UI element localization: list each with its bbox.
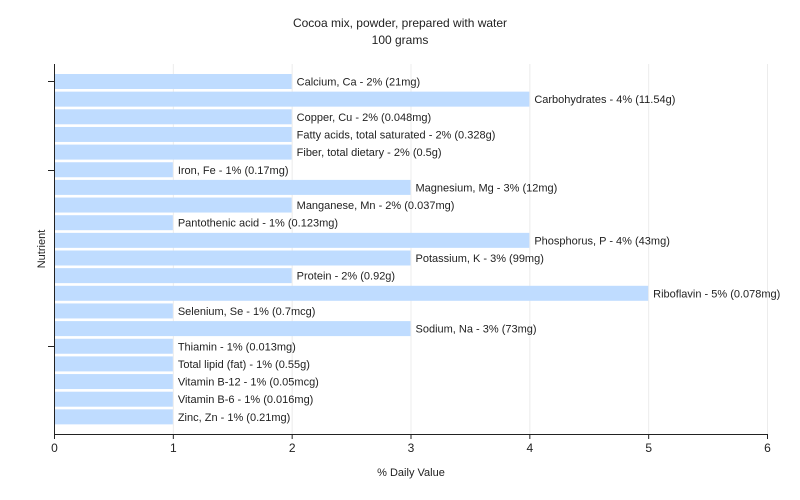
bar	[55, 356, 173, 372]
bar	[55, 374, 173, 390]
bar	[55, 91, 530, 107]
bar-data-label: Pantothenic acid - 1% (0.123mg)	[178, 218, 338, 230]
bar	[55, 197, 292, 213]
y-axis-title: Nutrient	[36, 230, 48, 269]
bar	[55, 144, 292, 160]
bar-data-label: Selenium, Se - 1% (0.7mcg)	[178, 306, 316, 318]
bar	[55, 321, 411, 337]
x-tick-label: 6	[764, 441, 771, 455]
bar	[55, 215, 173, 231]
x-tick-label: 1	[170, 441, 177, 455]
chart-subtitle: 100 grams	[372, 33, 429, 47]
bar	[55, 179, 411, 195]
grid-lines	[172, 64, 768, 434]
bar-data-label: Fiber, total dietary - 2% (0.5g)	[297, 147, 442, 159]
x-tick-label: 2	[289, 441, 296, 455]
bar-data-label: Copper, Cu - 2% (0.048mg)	[297, 112, 432, 124]
bar	[55, 74, 292, 89]
bar-data-label: Magnesium, Mg - 3% (12mg)	[416, 182, 558, 194]
x-tick-label: 0	[51, 441, 58, 455]
x-tick-label: 5	[645, 441, 652, 455]
bar	[55, 303, 173, 319]
bar-data-label: Vitamin B-12 - 1% (0.05mcg)	[178, 377, 319, 389]
x-tick-label: 3	[408, 441, 415, 455]
bar-data-label: Zinc, Zn - 1% (0.21mg)	[178, 412, 290, 424]
x-tick-label: 4	[526, 441, 533, 455]
bar-labels-group: Calcium, Ca - 2% (21mg) Carbohydrates - 4…	[178, 77, 781, 424]
x-axis-title: % Daily Value	[377, 467, 445, 479]
bar-data-label: Protein - 2% (0.92g)	[297, 271, 395, 283]
bar-data-label: Vitamin B-6 - 1% (0.016mg)	[178, 394, 314, 406]
bar-data-label: Fatty acids, total saturated - 2% (0.328…	[297, 129, 496, 141]
chart-title: Cocoa mix, powder, prepared with water	[293, 16, 507, 30]
bar	[55, 232, 530, 248]
bar-data-label: Sodium, Na - 3% (73mg)	[416, 324, 537, 336]
bar	[55, 126, 292, 142]
bar-data-label: Total lipid (fat) - 1% (0.55g)	[178, 359, 310, 371]
bar	[55, 268, 292, 284]
bar-data-label: Calcium, Ca - 2% (21mg)	[297, 77, 420, 89]
x-tick-labels: 0 1 2 3 4 5 6	[51, 441, 771, 455]
bars-group	[55, 74, 649, 425]
bar	[55, 109, 292, 125]
bar-data-label: Potassium, K - 3% (99mg)	[416, 253, 544, 265]
bar	[55, 409, 173, 425]
bar-data-label: Carbohydrates - 4% (11.54g)	[534, 94, 675, 106]
bar	[55, 250, 411, 266]
bar	[55, 338, 173, 354]
bar-data-label: Phosphorus, P - 4% (43mg)	[534, 235, 670, 247]
bar-data-label: Iron, Fe - 1% (0.17mg)	[178, 165, 289, 177]
bar	[55, 391, 173, 407]
bar	[55, 285, 649, 301]
axes-group	[48, 64, 768, 439]
bar-data-label: Manganese, Mn - 2% (0.037mg)	[297, 200, 455, 212]
bar	[55, 162, 173, 178]
bar-data-label: Thiamin - 1% (0.013mg)	[178, 341, 296, 353]
bar-data-label: Riboflavin - 5% (0.078mg)	[653, 288, 780, 300]
